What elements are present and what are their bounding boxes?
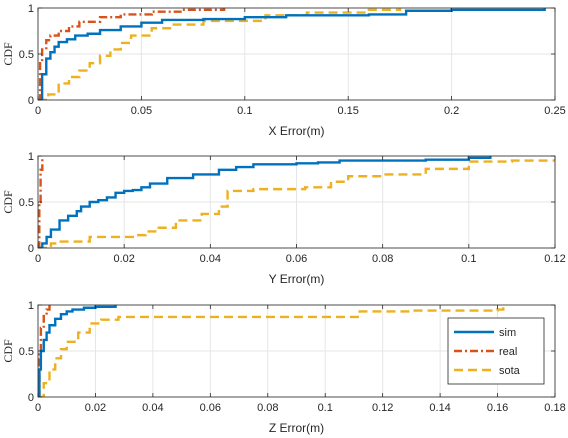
- x-axis-label: Z Error(m): [269, 421, 324, 435]
- y-tick-label: 0: [28, 95, 34, 107]
- legend-box: [447, 317, 545, 385]
- series-line-real: [38, 8, 226, 100]
- y-axis-label: CDF: [1, 339, 15, 363]
- x-tick-label: 0: [35, 402, 41, 414]
- y-tick-label: 0.5: [19, 346, 34, 358]
- x-tick-label: 0.02: [85, 402, 106, 414]
- x-tick-label: 0.06: [286, 253, 307, 265]
- x-tick-label: 0.18: [544, 402, 565, 414]
- y-tick-label: 0: [28, 392, 34, 404]
- y-tick-label: 1: [28, 151, 34, 163]
- x-tick-label: 0.08: [372, 253, 393, 265]
- series-line-sim: [38, 156, 492, 248]
- chart-panel-1: 0 0.05 0.1 0.15 0.2 0.25 0 0.5 1 X Error(m) CDF: [1, 3, 566, 138]
- x-tick-label: 0.16: [487, 402, 508, 414]
- x-tick-label: 0.05: [131, 105, 152, 117]
- x-tick-label: 0.04: [142, 402, 163, 414]
- x-tick-label: 0.04: [200, 253, 221, 265]
- y-tick-label: 0.5: [19, 49, 34, 61]
- y-tick-label: 0: [28, 243, 34, 255]
- x-tick-label: 0.2: [444, 105, 459, 117]
- x-tick-label: 0: [35, 253, 41, 265]
- x-tick-label: 0.15: [337, 105, 358, 117]
- x-tick-label: 0.08: [257, 402, 278, 414]
- x-tick-label: 0.1: [461, 253, 476, 265]
- x-tick-label: 0.12: [372, 402, 393, 414]
- series-line-sota: [38, 159, 555, 248]
- series-line-real: [38, 305, 51, 397]
- y-axis-label: CDF: [1, 42, 15, 66]
- y-tick-label: 1: [28, 3, 34, 15]
- legend: sim real sota: [447, 317, 545, 385]
- x-axis-label: Y Error(m): [269, 272, 325, 286]
- legend-label-real: real: [499, 346, 517, 358]
- x-tick-label: 0.25: [544, 105, 565, 117]
- x-axis-label: X Error(m): [269, 124, 325, 138]
- series-line-sota: [38, 305, 505, 397]
- y-tick-label: 1: [28, 300, 34, 312]
- x-tick-label: 0.02: [113, 253, 134, 265]
- x-tick-label: 0.14: [429, 402, 450, 414]
- chart-panel-3: 0 0.02 0.04 0.06 0.08 0.1 0.12 0.14 0.16 0.18 0 0.5…: [1, 300, 566, 435]
- x-tick-label: 0.1: [318, 402, 333, 414]
- legend-label-sim: sim: [499, 327, 516, 339]
- x-tick-label: 0.06: [200, 402, 221, 414]
- x-tick-label: 0.12: [544, 253, 565, 265]
- x-tick-label: 0.1: [237, 105, 252, 117]
- series-line-sim: [38, 8, 546, 100]
- legend-label-sota: sota: [499, 365, 521, 377]
- x-tick-label: 0: [35, 105, 41, 117]
- chart-panel-2: 0 0.02 0.04 0.06 0.08 0.1 0.12 0 0.5 1 Y Error(m) C…: [1, 151, 566, 286]
- y-tick-label: 0.5: [19, 197, 34, 209]
- y-axis-label: CDF: [1, 190, 15, 214]
